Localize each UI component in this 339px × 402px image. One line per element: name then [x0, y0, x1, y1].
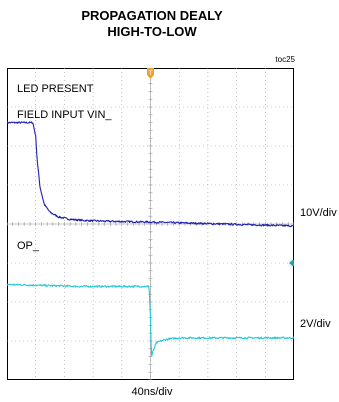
channel2-scale: 2V/div: [300, 318, 331, 330]
figure-id: toc25: [275, 55, 295, 64]
label-op: OP_: [17, 240, 40, 252]
ch2-ground-marker-icon: [289, 259, 294, 267]
label-led-present: LED PRESENT: [17, 83, 94, 95]
trace-field-input-vin: [7, 121, 294, 228]
trigger-marker-label: T: [149, 70, 153, 77]
graticule: [7, 68, 294, 380]
oscilloscope-plot: T: [7, 68, 294, 380]
markers: T: [147, 68, 294, 267]
trigger-marker-icon: [147, 68, 154, 79]
channel1-scale: 10V/div: [300, 207, 337, 219]
label-field-input: FIELD INPUT VIN_: [17, 109, 112, 121]
chart-title-line2: HIGH-TO-LOW: [107, 24, 197, 39]
traces: [7, 121, 294, 357]
chart-title-line1: PROPAGATION DEALY: [81, 8, 223, 23]
timebase-label: 40ns/div: [131, 386, 173, 398]
trace-op: [7, 283, 294, 357]
